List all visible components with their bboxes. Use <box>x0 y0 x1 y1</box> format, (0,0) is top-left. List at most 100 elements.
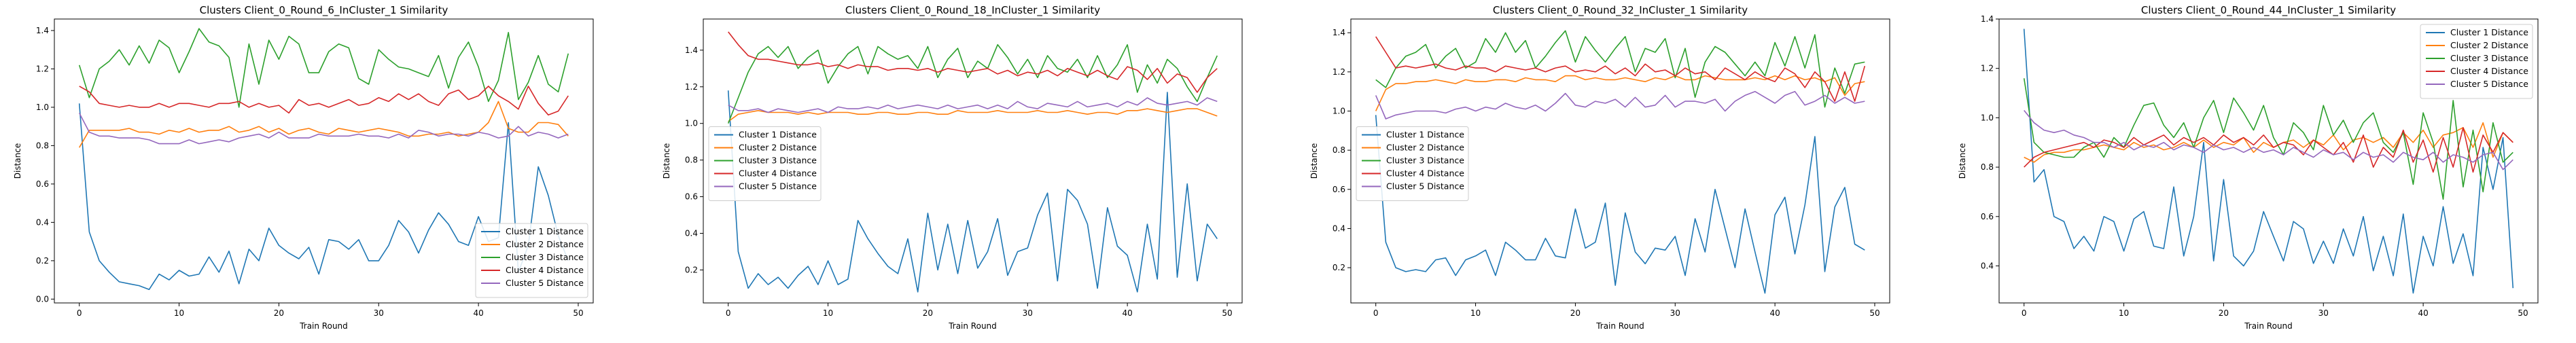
series-line-4 <box>1375 36 1866 102</box>
x-tick-label: 20 <box>1570 308 1581 318</box>
y-tick-label: 0.4 <box>685 229 698 238</box>
x-tick-label: 40 <box>1769 308 1780 318</box>
plot-frame <box>1998 18 2539 304</box>
y-tick-label: 1.2 <box>1981 64 1994 73</box>
y-tick-label: 0.6 <box>1981 212 1994 221</box>
x-axis-label: Train Round <box>2244 321 2293 331</box>
chart-title: Clusters Client_0_Round_44_InCluster_1 S… <box>2141 4 2396 17</box>
y-tick-label: 0.4 <box>1333 223 1345 233</box>
series-line-2 <box>728 108 1218 122</box>
legend: Cluster 1 Distance Cluster 2 Distance Clus… <box>1356 126 1469 201</box>
x-tick-label: 0 <box>726 308 731 318</box>
x-tick-label: 30 <box>1670 308 1680 318</box>
series-line-2 <box>79 101 569 148</box>
y-tick-label: 1.4 <box>1333 28 1345 37</box>
series-line-3 <box>2023 78 2513 200</box>
x-tick-label: 40 <box>1122 308 1132 318</box>
chart-title: Clusters Client_0_Round_6_InCluster_1 Si… <box>200 4 448 17</box>
series-line-4 <box>728 31 1218 93</box>
y-tick-label: 0.8 <box>36 141 49 150</box>
y-tick-label: 0.2 <box>1333 263 1345 272</box>
y-axis-label: Distance <box>1958 143 1967 179</box>
legend: Cluster 1 Distance Cluster 2 Distance Clus… <box>2420 24 2533 99</box>
legend: Cluster 1 Distance Cluster 2 Distance Clus… <box>708 126 822 201</box>
x-tick-label: 40 <box>473 308 483 318</box>
series-line-3 <box>727 44 1218 124</box>
y-tick-label: 1.4 <box>36 26 49 35</box>
legend-entry: Cluster 4 Distance <box>1386 168 1464 179</box>
x-tick-label: 50 <box>1222 308 1232 318</box>
legend-entry: Cluster 3 Distance <box>1386 156 1464 166</box>
x-tick-label: 30 <box>1023 308 1033 318</box>
x-tick-label: 30 <box>2318 308 2329 318</box>
legend-entry: Cluster 3 Distance <box>2450 53 2528 63</box>
x-tick-label: 20 <box>923 308 933 318</box>
y-axis-label: Distance <box>662 143 671 179</box>
y-tick-label: 1.4 <box>685 46 698 55</box>
x-tick-label: 30 <box>374 308 384 318</box>
y-tick-label: 0.6 <box>36 179 49 189</box>
chart-1: Clusters Client_0_Round_6_InCluster_1 Si… <box>13 4 594 331</box>
legend-box <box>475 223 588 298</box>
legend-entry: Cluster 1 Distance <box>1386 130 1464 140</box>
y-tick-label: 0.6 <box>685 192 698 202</box>
chart-3: Clusters Client_0_Round_32_InCluster_1 S… <box>1309 4 1890 331</box>
x-tick-label: 40 <box>2418 308 2428 318</box>
series-line-5 <box>728 97 1218 113</box>
legend-entry: Cluster 2 Distance <box>1386 143 1464 153</box>
legend: Cluster 1 Distance Cluster 2 Distance Clus… <box>475 223 588 298</box>
legend-box <box>1356 126 1469 201</box>
x-axis-label: Train Round <box>948 321 997 331</box>
y-tick-label: 0.2 <box>36 256 49 266</box>
legend-entry: Cluster 1 Distance <box>506 226 584 236</box>
chart-title: Clusters Client_0_Round_18_InCluster_1 S… <box>845 4 1100 17</box>
legend-entry: Cluster 3 Distance <box>506 252 584 262</box>
legend-entry: Cluster 2 Distance <box>2450 40 2528 50</box>
x-tick-label: 20 <box>274 308 284 318</box>
y-tick-label: 0.0 <box>36 294 49 304</box>
series-line-1 <box>2023 29 2514 294</box>
x-tick-label: 0 <box>2022 308 2027 318</box>
x-tick-label: 10 <box>823 308 833 318</box>
y-tick-label: 0.8 <box>1981 162 1994 172</box>
x-tick-label: 10 <box>174 308 184 318</box>
legend-entry: Cluster 5 Distance <box>739 181 817 192</box>
series-line-4 <box>79 86 569 115</box>
y-tick-label: 0.4 <box>36 217 49 227</box>
legend-entry: Cluster 4 Distance <box>506 265 584 275</box>
plot-frame <box>703 18 1243 304</box>
series-line-3 <box>78 28 569 108</box>
x-tick-label: 50 <box>1869 308 1880 318</box>
x-tick-label: 0 <box>77 308 82 318</box>
series-line-5 <box>2024 109 2513 170</box>
x-axis-label: Train Round <box>1595 321 1644 331</box>
x-axis-label: Train Round <box>299 321 348 331</box>
series-line-2 <box>2024 122 2513 163</box>
legend-entry: Cluster 4 Distance <box>2450 66 2528 76</box>
y-axis-label: Distance <box>13 143 22 179</box>
x-tick-label: 20 <box>2219 308 2229 318</box>
legend-entry: Cluster 5 Distance <box>506 278 584 288</box>
x-tick-label: 10 <box>1470 308 1481 318</box>
chart-title: Clusters Client_0_Round_32_InCluster_1 S… <box>1493 4 1748 17</box>
y-tick-label: 1.4 <box>1981 14 1994 24</box>
chart-4: Clusters Client_0_Round_44_InCluster_1 S… <box>1958 4 2539 331</box>
series-line-5 <box>78 113 569 145</box>
y-tick-label: 1.2 <box>36 64 49 73</box>
y-axis-label: Distance <box>1309 143 1319 179</box>
y-tick-label: 0.8 <box>685 156 698 165</box>
x-tick-label: 50 <box>2518 308 2528 318</box>
plot-frame <box>1350 18 1890 304</box>
legend-entry: Cluster 2 Distance <box>739 143 817 153</box>
y-tick-label: 0.4 <box>1981 261 1994 270</box>
y-tick-label: 1.0 <box>685 119 698 128</box>
y-tick-label: 0.6 <box>1333 185 1345 194</box>
plot-frame <box>54 18 594 304</box>
series-line-5 <box>1375 90 1865 120</box>
legend-entry: Cluster 4 Distance <box>739 168 817 179</box>
series-line-2 <box>1375 75 1865 111</box>
series-group <box>727 31 1218 293</box>
series-line-4 <box>2024 127 2513 173</box>
y-tick-label: 0.2 <box>685 265 698 274</box>
